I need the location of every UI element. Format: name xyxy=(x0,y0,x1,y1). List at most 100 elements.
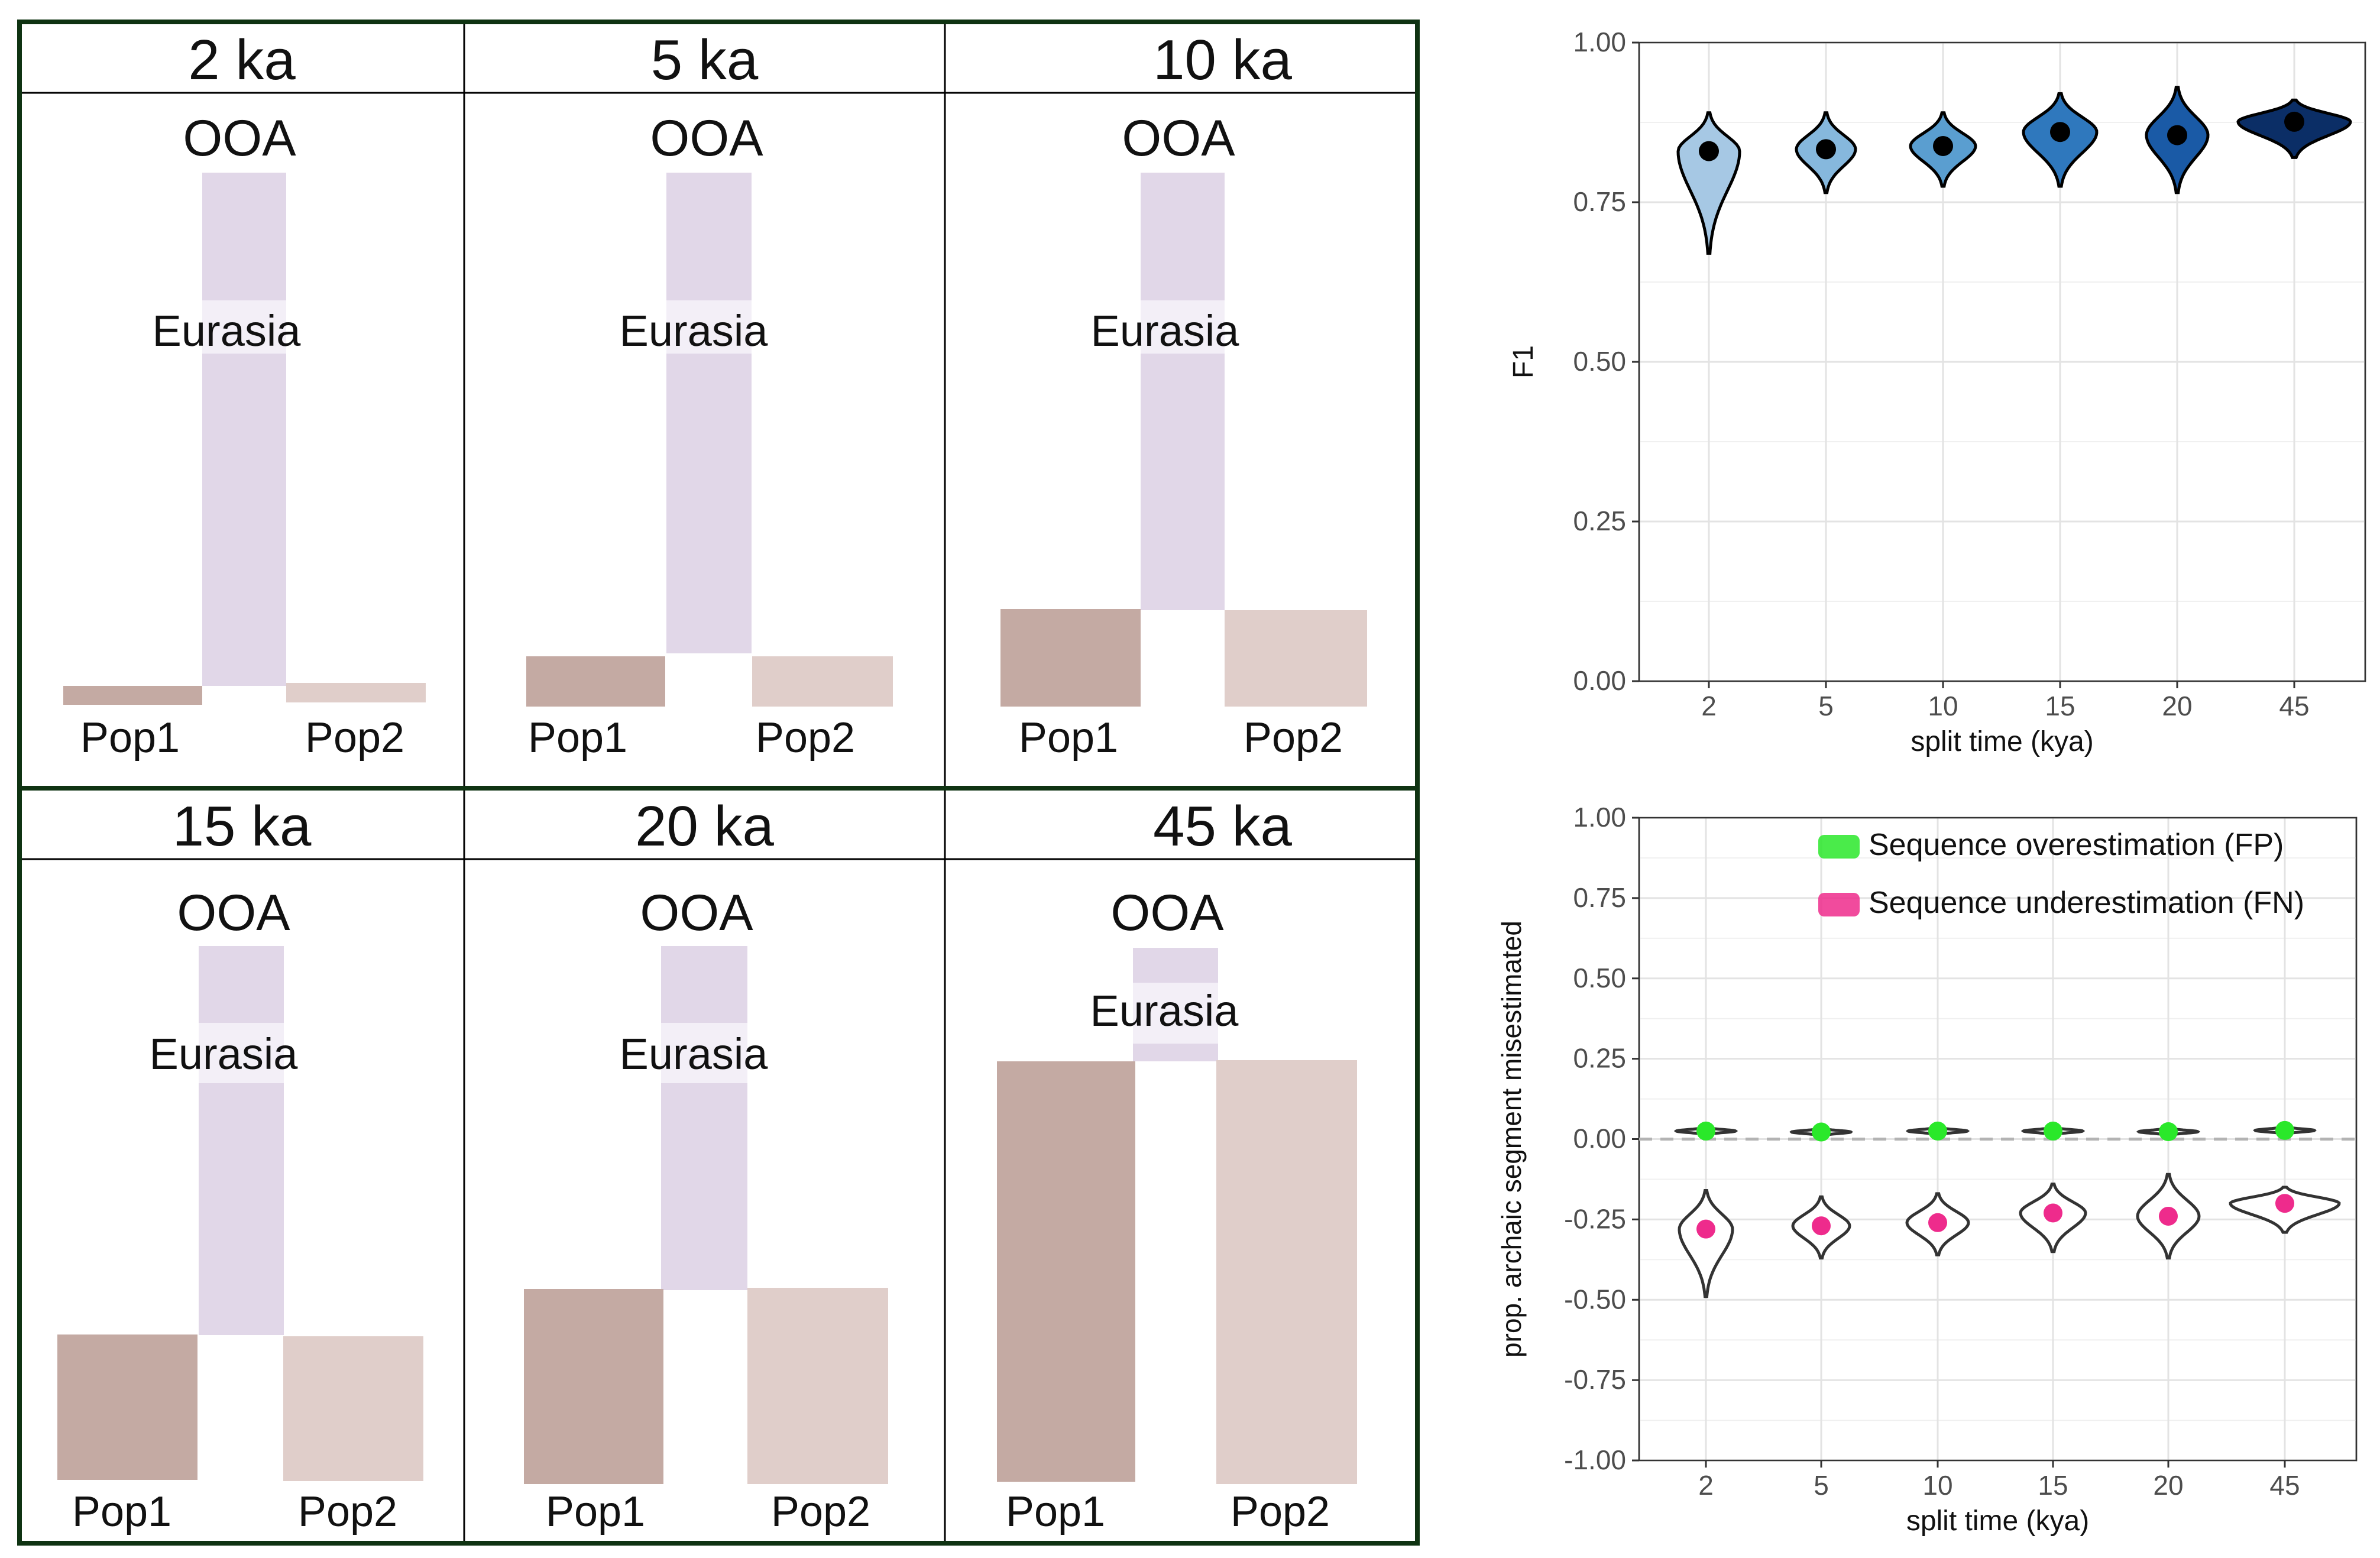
eurasia-band xyxy=(1141,300,1225,354)
y-axis-title: prop. archaic segment misestimated xyxy=(1496,921,1527,1358)
pop1-block xyxy=(524,1289,663,1484)
x-tick-label: 20 xyxy=(2153,1470,2183,1501)
y-tick-label: 0.00 xyxy=(1573,665,1626,696)
legend: Sequence overestimation (FP) Sequence und… xyxy=(1818,828,2304,920)
ooa-bar xyxy=(202,173,286,686)
pop2-label: Pop2 xyxy=(1244,714,1343,762)
y-tick-label: -0.25 xyxy=(1564,1203,1626,1234)
pop1-label: Pop1 xyxy=(80,714,180,762)
x-tick-label: 2 xyxy=(1698,1470,1714,1501)
eurasia-label: Eurasia xyxy=(620,1029,769,1078)
diagram-panel-2: 5 ka OOA Eurasia Pop1 Pop2 xyxy=(463,21,946,789)
eurasia-label: Eurasia xyxy=(1090,986,1239,1035)
pop1-block xyxy=(526,656,665,707)
y-tick-label: 0.75 xyxy=(1573,882,1626,913)
pop2-block xyxy=(747,1288,888,1484)
ooa-bar xyxy=(661,946,747,1290)
median-point-45 xyxy=(2284,111,2304,132)
median-point-10 xyxy=(1933,135,1953,156)
pop2-label: Pop2 xyxy=(756,714,855,762)
y-tick-label: 0.75 xyxy=(1573,186,1626,217)
y-tick-label: 0.50 xyxy=(1573,346,1626,377)
pop2-label: Pop2 xyxy=(305,714,404,762)
fn-point-20 xyxy=(2159,1206,2178,1226)
fn-violin-2 xyxy=(1678,1189,1734,1298)
panel-title: 2 ka xyxy=(188,28,296,92)
pop2-block xyxy=(1216,1060,1357,1484)
pop2-block xyxy=(752,656,893,707)
ooa-label: OOA xyxy=(1122,110,1235,167)
eurasia-label: Eurasia xyxy=(620,306,769,355)
eurasia-label: Eurasia xyxy=(1091,306,1240,355)
diagram-outer-frame xyxy=(17,20,1420,1546)
ooa-bar xyxy=(199,946,284,1335)
ooa-label: OOA xyxy=(183,110,296,167)
diagram-panel-6: 45 ka OOA Eurasia Pop1 Pop2 xyxy=(944,787,1419,1544)
diagram-panel-3: 10 ka OOA Eurasia Pop1 Pop2 xyxy=(944,21,1419,789)
x-tick-label: 5 xyxy=(1814,1470,1829,1501)
ooa-label: OOA xyxy=(1110,885,1224,941)
population-diagrams: 2 ka OOA Eurasia Pop1 Pop2 5 ka OOA Eurasia Pop1… xyxy=(17,20,1420,1546)
pop1-block xyxy=(997,1061,1135,1482)
pop1-block xyxy=(57,1334,197,1480)
ooa-label: OOA xyxy=(650,110,763,167)
x-tick-label: 15 xyxy=(2038,1470,2068,1501)
x-axis-title: split time (kya) xyxy=(1906,1505,2089,1537)
y-tick-label: -0.50 xyxy=(1564,1284,1626,1314)
y-tick-label: 1.00 xyxy=(1573,802,1626,833)
y-tick-label: -1.00 xyxy=(1564,1444,1626,1475)
fn-point-45 xyxy=(2275,1194,2294,1213)
pop2-label: Pop2 xyxy=(771,1488,870,1536)
diagram-panel-4: 15 ka OOA Eurasia Pop1 Pop2 xyxy=(18,787,465,1544)
x-tick-label: 2 xyxy=(1701,691,1717,721)
fn-point-15 xyxy=(2044,1203,2062,1223)
pop1-label: Pop1 xyxy=(546,1488,645,1536)
diagram-panel-5: 20 ka OOA Eurasia Pop1 Pop2 xyxy=(463,787,946,1544)
fp-point-2 xyxy=(1696,1121,1715,1141)
fp-point-10 xyxy=(1928,1121,1947,1141)
x-tick-label: 10 xyxy=(1922,1470,1952,1501)
fn-point-2 xyxy=(1696,1219,1715,1239)
ooa-bar xyxy=(1141,173,1225,610)
legend-label: Sequence overestimation (FP) xyxy=(1869,828,2284,862)
eurasia-band xyxy=(1133,983,1218,1044)
x-tick-label: 15 xyxy=(2045,691,2075,721)
fn-point-10 xyxy=(1928,1213,1947,1232)
eurasia-label: Eurasia xyxy=(150,1029,299,1078)
pop1-label: Pop1 xyxy=(1006,1488,1105,1536)
legend-swatch xyxy=(1818,893,1860,916)
pop1-label: Pop1 xyxy=(1019,714,1118,762)
ooa-label: OOA xyxy=(640,885,753,941)
x-axis-title: split time (kya) xyxy=(1911,726,2093,757)
y-axis-title: F1 xyxy=(1508,345,1539,378)
y-tick-label: 0.00 xyxy=(1573,1123,1626,1154)
legend-label: Sequence underestimation (FN) xyxy=(1869,886,2304,920)
ooa-label: OOA xyxy=(177,885,290,941)
pop2-block xyxy=(286,683,426,702)
fp-point-45 xyxy=(2275,1120,2294,1140)
plot-border xyxy=(1638,41,2366,682)
x-tick-label: 10 xyxy=(1928,691,1958,721)
median-point-5 xyxy=(1816,139,1836,160)
median-point-20 xyxy=(2167,125,2187,145)
legend-swatch xyxy=(1818,835,1860,859)
y-tick-label: -0.75 xyxy=(1564,1364,1626,1395)
panel-title: 45 ka xyxy=(1153,795,1292,858)
eurasia-label: Eurasia xyxy=(153,306,302,355)
x-tick-label: 5 xyxy=(1818,691,1834,721)
eurasia-band xyxy=(666,300,752,354)
diagram-panel-1: 2 ka OOA Eurasia Pop1 Pop2 xyxy=(18,21,465,789)
pop2-label: Pop2 xyxy=(298,1488,397,1536)
misestimation-violin-chart: -1.00 -0.75 -0.50 -0.25 0.00 0.25 0.50 0.75 1.00… xyxy=(1496,802,2358,1537)
fp-point-5 xyxy=(1812,1122,1831,1142)
median-point-2 xyxy=(1699,141,1719,161)
eurasia-band xyxy=(202,300,286,354)
panel-title: 10 ka xyxy=(1153,28,1292,92)
pop1-block xyxy=(1000,609,1141,707)
y-tick-label: 1.00 xyxy=(1573,27,1626,57)
pop1-label: Pop1 xyxy=(528,714,627,762)
y-tick-label: 0.25 xyxy=(1573,506,1626,536)
panel-title: 5 ka xyxy=(651,28,759,92)
median-point-15 xyxy=(2050,122,2070,142)
